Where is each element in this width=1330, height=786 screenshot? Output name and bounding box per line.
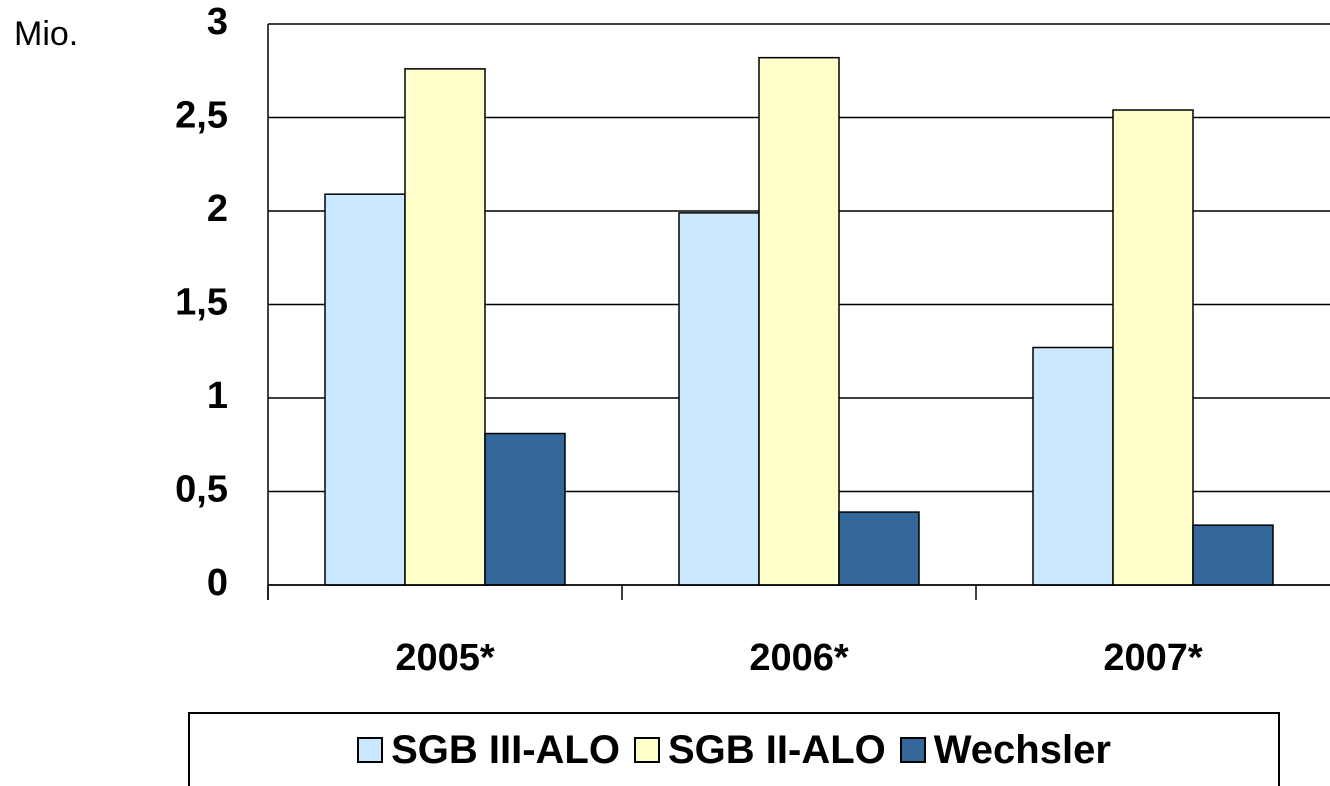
bar (758, 56, 840, 586)
y-tick-label: 1 (207, 375, 228, 417)
bar (678, 212, 760, 586)
bar (1112, 109, 1194, 586)
legend-item: Wechsler (899, 727, 1111, 773)
y-tick-label: 0,5 (175, 469, 228, 511)
legend-swatch (633, 737, 660, 763)
legend-label: SGB II-ALO (667, 727, 886, 772)
bar (324, 193, 406, 586)
bar (838, 511, 920, 586)
x-tick-label: 2005* (395, 637, 495, 679)
legend-swatch (357, 737, 384, 763)
bar (404, 68, 486, 586)
legend-item: SGB II-ALO (633, 727, 886, 773)
y-tick-label: 3 (207, 1, 228, 43)
bar (1032, 346, 1114, 586)
legend-item: SGB III-ALO (357, 728, 620, 773)
y-tick-label: 2,5 (175, 95, 228, 137)
bar (1192, 524, 1274, 586)
chart: Mio. 0 0,5 1 1,5 2 2,5 3 2005* 2006* 2007* (14, 1, 1330, 679)
legend: SGB III-ALO SGB II-ALO Wechsler (188, 712, 1280, 786)
x-tick-label: 2007* (1103, 637, 1203, 679)
bar (484, 432, 566, 586)
x-tick-label: 2006* (749, 637, 849, 679)
legend-swatch (899, 737, 926, 763)
y-tick-label: 1,5 (175, 282, 228, 324)
legend-label: Wechsler (933, 727, 1111, 772)
y-tick-label: 2 (207, 188, 228, 230)
y-tick-label: 0 (207, 562, 228, 604)
legend-label: SGB III-ALO (391, 727, 620, 772)
y-axis-unit: Mio. (14, 15, 78, 53)
